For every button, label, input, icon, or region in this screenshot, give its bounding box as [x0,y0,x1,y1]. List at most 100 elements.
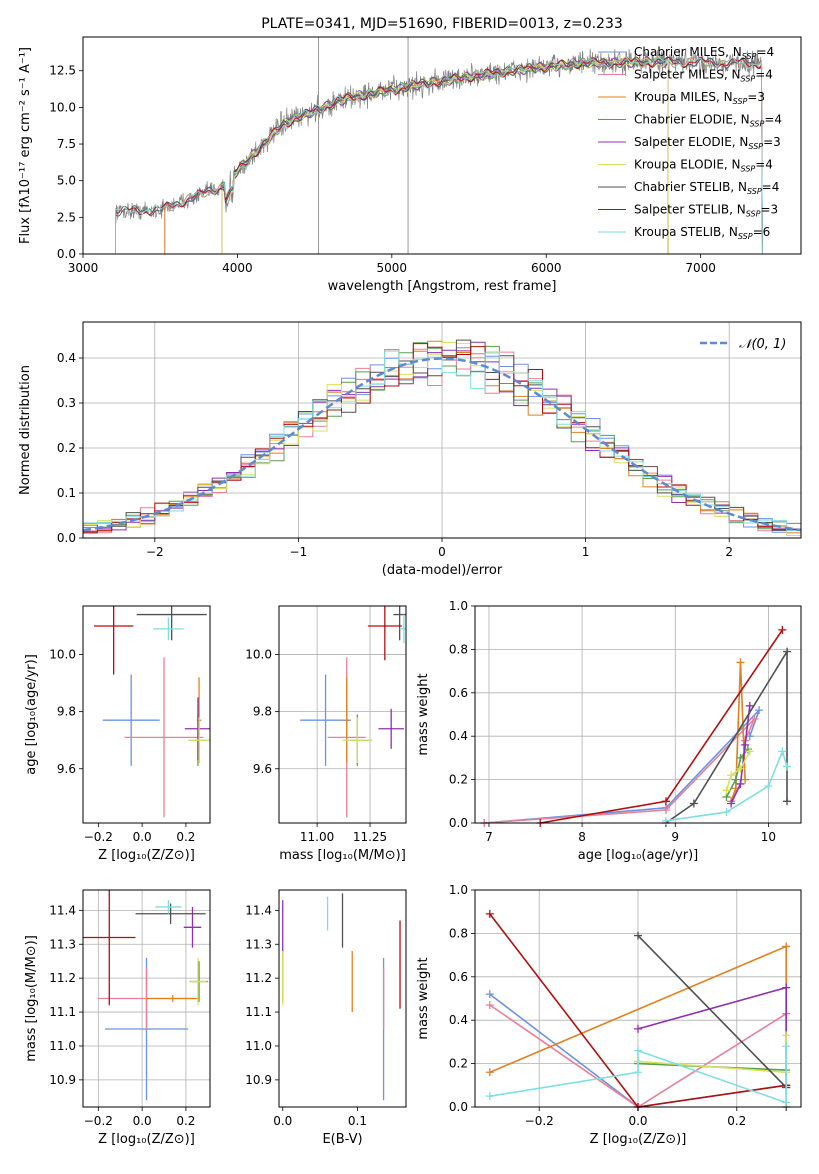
residual-histogram [83,350,801,531]
y-axis-label: mass weight [416,957,431,1039]
mass-weight-marker [634,1046,642,1055]
x-tick-label: 0.0 [628,1114,647,1128]
mass-weight-marker [727,799,736,808]
legend-entry: Salpeter ELODIE, NSSP=3 [634,135,781,151]
y-tick-label: 0.8 [449,926,468,940]
mass-weight-marker [778,625,787,634]
y-tick-label: 0.4 [449,729,468,743]
model-spectrum [115,56,763,254]
mass-vs-metallicity-panel: −0.2 0.0 0.2 10.9 11.0 11.1 11.2 11.3 11.4 Z [log… [24,889,211,1147]
mass-weight-marker [782,942,791,951]
y-axis-label: mass [log₁₀(M/M⊙)] [24,935,39,1062]
x-tick-label: 8 [578,830,586,844]
x-tick-label: 0.0 [133,830,152,844]
axes-frame [278,605,407,824]
y-tick-label: 9.8 [253,705,272,719]
y-axis-label: Normed distribution [18,365,33,495]
mass-weight-marker [634,931,642,940]
age-vs-mass-panel: 11.00 11.25 9.6 9.8 10.0 mass [log₁₀(M/M⊙)] [245,605,407,863]
legend-entry: Kroupa STELIB, NSSP=6 [634,225,770,241]
errorbar-area [83,890,208,1101]
x-tick-label: 10 [761,830,776,844]
y-tick-label: 11.0 [49,1039,76,1053]
x-axis-label: mass [log₁₀(M/M⊙)] [279,848,406,863]
model-spectrum [221,56,669,254]
axes-frame [278,889,407,1108]
y-tick-label: 11.0 [245,1039,272,1053]
y-tick-label: 1.0 [449,883,468,897]
axes-frame [82,36,802,255]
mass-weight-marker [755,706,764,715]
x-tick-label: −0.2 [84,830,113,844]
y-tick-label: 9.6 [57,762,76,776]
mass-weight-marker [689,799,698,808]
spectrum-plot-area [115,37,763,254]
y-tick-label: 1.0 [449,599,468,613]
mass-weight-series [637,986,787,1088]
mass-weight-marker [782,1031,791,1040]
x-tick-label: 0.0 [133,1114,152,1128]
mass-vs-extinction-panel: 0.0 0.1 10.9 11.0 11.1 11.2 11.3 11.4 E(B-V) [245,889,407,1147]
y-tick-label: 0.6 [449,686,468,700]
x-tick-label: 9 [671,830,679,844]
mass-weight-marker [741,775,750,784]
y-tick-label: 12.5 [49,64,76,78]
y-tick-label: 5.0 [57,174,76,188]
x-axis-label: E(B-V) [322,1132,362,1147]
x-tick-label: 7 [485,830,493,844]
x-tick-label: 7000 [685,261,716,275]
mass-weight-marker [782,983,791,992]
mass-weight-series [730,662,746,802]
age-vs-metallicity-panel: −0.2 0.0 0.2 9.6 9.8 10.0 Z [log₁₀(Z/Z⊙)] age [… [24,605,211,863]
x-tick-label: 4000 [222,261,253,275]
mass-weight-marker [485,1092,494,1101]
mass-weight-series [637,935,787,1107]
mass-weight-marker [485,1068,494,1077]
mass-weight-marker [485,990,494,999]
x-tick-label: 0.2 [727,1114,746,1128]
x-axis-label: Z [log₁₀(Z/Z⊙)] [98,848,195,863]
y-tick-label: 10.9 [245,1073,272,1087]
mass-weight-marker [745,747,754,756]
mass-weight-marker [783,647,792,656]
mass-weight-marker [661,805,670,814]
mass-weight-marker [727,771,736,780]
errorbar-area [282,893,401,1101]
y-tick-label: 0.4 [449,1013,468,1027]
x-tick-label: 3000 [68,261,99,275]
mass-weight-marker [782,1042,791,1051]
x-tick-label: 1 [582,545,590,559]
y-tick-label: 11.2 [49,971,76,985]
mass-weight-series [637,1035,787,1074]
mass-weight-marker [750,714,759,723]
mass-weight-marker [741,740,750,749]
mass-weight-marker [745,701,754,710]
legend-entry: Salpeter MILES, NSSP=4 [634,68,773,84]
y-tick-label: 0.3 [57,396,76,410]
mass-weight-marker [783,762,792,771]
x-tick-label: −0.2 [525,1114,554,1128]
x-axis-label: Z [log₁₀(Z/Z⊙)] [98,1132,195,1147]
mass-weight-marker [634,1024,642,1033]
y-axis-label: Flux [fλ10⁻¹⁷ erg cm⁻² s⁻¹ A⁻¹] [18,47,33,244]
y-tick-label: 11.3 [245,937,272,951]
y-tick-label: 0.0 [449,1100,468,1114]
mass-weight-marker [736,779,745,788]
model-spectrum [221,57,669,254]
legend-entry: Chabrier STELIB, NSSP=4 [634,180,779,196]
x-tick-label: 0.1 [348,1114,367,1128]
residual-histogram-panel: −2 −1 0 1 2 0.0 0.1 0.2 0.3 0.4 (data-model)/error… [18,321,802,578]
x-axis-label: (data-model)/error [382,563,503,578]
mass-weight-marker [783,797,792,806]
y-tick-label: 11.3 [49,937,76,951]
legend-entry: Kroupa MILES, NSSP=3 [634,90,765,106]
mass-weight-vs-age-panel: 7 8 9 10 0.0 0.2 0.4 0.6 0.8 1.0 age [log₁₀(age/yr… [416,599,802,863]
mass-weight-series [665,648,788,824]
y-tick-label: 10.0 [49,100,76,114]
x-tick-label: 0 [438,545,446,559]
mass-weight-marker [736,658,745,667]
x-tick-label: 2 [725,545,733,559]
y-tick-label: 0.2 [449,1057,468,1071]
y-tick-label: 10.0 [245,648,272,662]
